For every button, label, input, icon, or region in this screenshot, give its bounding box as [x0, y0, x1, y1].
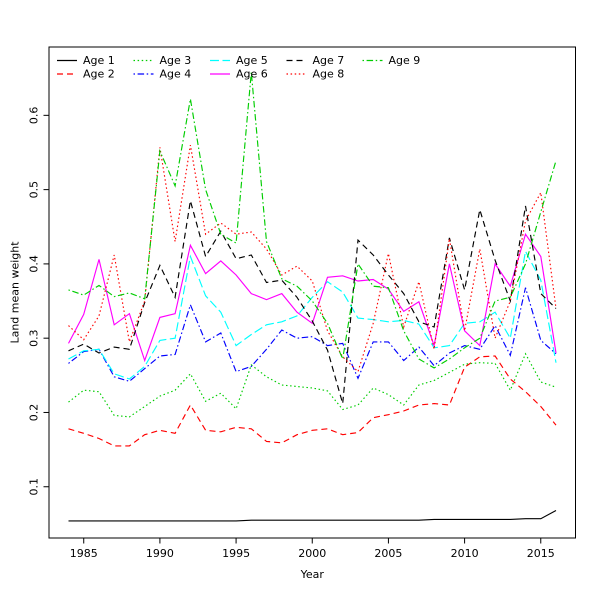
series-line-age-9: [68, 72, 557, 369]
legend-label: Age 6: [236, 68, 268, 81]
legend-label: Age 2: [83, 68, 115, 81]
legend-label: Age 5: [236, 54, 268, 67]
x-axis-tick-label: 2000: [298, 547, 326, 560]
y-axis-title: Land mean weight: [9, 241, 22, 344]
legend-item-age-9: Age 9: [362, 54, 421, 67]
y-axis-tick-label: 0.4: [28, 255, 41, 273]
plot-border-box: [48, 46, 576, 539]
series-line-age-5: [68, 249, 557, 380]
legend-item-age-2: Age 2: [57, 68, 115, 81]
legend-item-age-3: Age 3: [133, 54, 192, 67]
series-line-age-4: [68, 287, 557, 382]
legend-label: Age 8: [313, 68, 345, 81]
legend-item-age-6: Age 6: [210, 68, 268, 81]
legend-item-age-7: Age 7: [286, 54, 345, 67]
legend-label: Age 1: [83, 54, 115, 67]
x-axis-tick-label: 1995: [222, 547, 250, 560]
x-axis-tick-label: 2005: [374, 547, 402, 560]
legend-item-age-5: Age 5: [210, 54, 268, 67]
series-line-age-1: [68, 509, 557, 522]
y-axis-tick-label: 0.1: [28, 478, 41, 496]
x-axis-tick-label: 2010: [451, 547, 479, 560]
y-axis-tick-label: 0.6: [28, 107, 41, 125]
series-line-age-8: [68, 145, 557, 373]
x-axis-tick-label: 1990: [146, 547, 174, 560]
legend-label: Age 3: [160, 54, 192, 67]
legend-item-age-1: Age 1: [57, 54, 115, 67]
y-axis-tick-label: 0.2: [28, 404, 41, 422]
legend-item-age-8: Age 8: [286, 68, 345, 81]
series-line-age-7: [68, 200, 557, 404]
x-axis-tick-label: 2015: [527, 547, 555, 560]
x-axis-title: Year: [300, 568, 325, 581]
y-axis-tick-label: 0.3: [28, 329, 41, 347]
series-line-age-6: [67, 232, 557, 363]
legend-label: Age 7: [313, 54, 345, 67]
y-axis-tick-label: 0.5: [28, 181, 41, 199]
legend-label: Age 9: [389, 54, 421, 67]
x-axis-tick-label: 1985: [70, 547, 98, 560]
legend-label: Age 4: [160, 68, 192, 81]
legend-item-age-4: Age 4: [133, 68, 192, 81]
series-line-age-3: [68, 352, 557, 418]
series-line-age-2: [68, 355, 557, 447]
